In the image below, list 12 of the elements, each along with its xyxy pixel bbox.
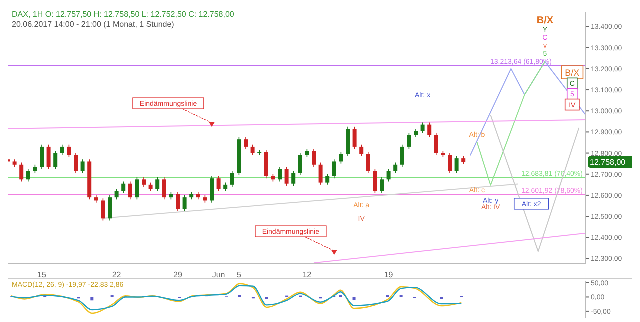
x-tick-label: 5 [236,270,242,280]
x-tick-label: 29 [174,270,183,280]
x-tick-label: 12 [302,270,312,280]
x-tick-label: 15 [38,270,47,280]
x-tick-label: 22 [112,270,122,280]
x-tick-label: 19 [384,270,394,280]
chart-title: DAX, 1H O: 12.757,50 H: 12.758,50 L: 12.752,50 C: 12.758,00 [12,10,234,20]
annotation: B/X [536,16,554,27]
annotation: B/X [565,68,580,78]
text: 20.06.2017 14:00 - 21:00 (1 Monat, 1 Stunde) [12,20,176,30]
text: 12.758,00 [590,158,626,168]
x-tick-label: Jun [212,270,226,280]
